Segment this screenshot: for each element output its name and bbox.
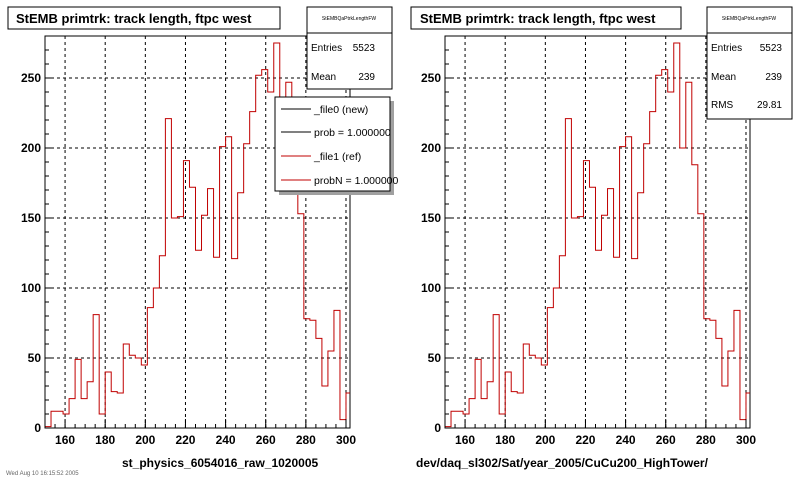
y-tick-label: 250 bbox=[421, 71, 441, 85]
y-tick-label: 50 bbox=[428, 351, 442, 365]
left-stats-mean-label: Mean bbox=[311, 72, 336, 83]
y-tick-label: 200 bbox=[421, 141, 441, 155]
x-tick-label: 180 bbox=[95, 433, 115, 447]
right-stats-rms-value: 29.81 bbox=[757, 100, 782, 111]
legend-label-new: _file0 (new) bbox=[313, 104, 368, 116]
left-x-label: st_physics_6054016_raw_1020005 bbox=[122, 456, 318, 470]
left-x-axis: 160 180 200 220 240 260 280 300 bbox=[44, 419, 356, 447]
x-tick-label: 200 bbox=[535, 433, 555, 447]
left-stats-box bbox=[306, 6, 393, 90]
left-histogram bbox=[45, 42, 350, 428]
x-tick-label: 180 bbox=[495, 433, 515, 447]
timestamp-note: Wed Aug 10 16:15:52 2005 bbox=[6, 471, 79, 477]
y-tick-label: 250 bbox=[21, 71, 41, 85]
left-y-axis: 0 50 100 150 200 250 bbox=[21, 35, 54, 435]
right-stats-mean-label: Mean bbox=[711, 72, 736, 83]
right-x-axis: 160 180 200 220 240 260 280 300 bbox=[444, 419, 756, 447]
x-tick-label: 260 bbox=[256, 433, 276, 447]
x-tick-label: 280 bbox=[296, 433, 316, 447]
left-stats-entries-value: 5523 bbox=[353, 43, 376, 54]
y-tick-label: 50 bbox=[28, 351, 42, 365]
right-stats-entries-label: Entries bbox=[711, 43, 742, 54]
left-grid bbox=[45, 36, 350, 428]
right-histogram bbox=[445, 42, 750, 428]
x-tick-label: 200 bbox=[135, 433, 155, 447]
left-stats-entries-label: Entries bbox=[311, 43, 342, 54]
right-stats-rms-label: RMS bbox=[711, 100, 734, 111]
y-tick-label: 150 bbox=[21, 211, 41, 225]
x-tick-label: 240 bbox=[616, 433, 636, 447]
right-x-label: dev/daq_sl302/Sat/year_2005/CuCu200_High… bbox=[416, 456, 709, 470]
y-tick-label: 0 bbox=[434, 421, 441, 435]
left-stats-header: StEMBQaPtrkLengthFW bbox=[322, 16, 376, 22]
y-tick-label: 0 bbox=[34, 421, 41, 435]
right-stats-entries-value: 5523 bbox=[760, 43, 783, 54]
x-tick-label: 300 bbox=[336, 433, 356, 447]
x-tick-label: 240 bbox=[216, 433, 236, 447]
legend-label-probn: probN = 1.000000 bbox=[314, 175, 399, 187]
x-tick-label: 280 bbox=[696, 433, 716, 447]
right-grid bbox=[445, 36, 750, 428]
legend-label-ref: _file1 (ref) bbox=[313, 151, 361, 163]
right-stats-header: StEMBQaPtrkLengthFW bbox=[722, 16, 776, 22]
x-tick-label: 160 bbox=[455, 433, 475, 447]
y-tick-label: 100 bbox=[21, 281, 41, 295]
y-tick-label: 100 bbox=[421, 281, 441, 295]
x-tick-label: 220 bbox=[575, 433, 595, 447]
y-tick-label: 200 bbox=[21, 141, 41, 155]
x-tick-label: 260 bbox=[656, 433, 676, 447]
right-title-box bbox=[410, 6, 682, 30]
y-tick-label: 150 bbox=[421, 211, 441, 225]
left-histogram-pad: 0 50 100 150 200 250 160 180 200 220 240 260 280 300… bbox=[6, 6, 399, 477]
histogram-line bbox=[45, 42, 350, 428]
right-stats-box bbox=[706, 6, 793, 120]
left-title-box bbox=[7, 6, 281, 30]
legend: _file0 (new) prob = 1.000000 _file1 (ref… bbox=[274, 96, 399, 195]
right-y-axis: 0 50 100 150 200 250 bbox=[421, 35, 454, 435]
right-plot-frame bbox=[444, 35, 751, 429]
left-stats-mean-value: 239 bbox=[358, 72, 375, 83]
right-title: StEMB primtrk: track length, ftpc west bbox=[420, 11, 656, 26]
legend-box bbox=[274, 96, 391, 192]
left-title: StEMB primtrk: track length, ftpc west bbox=[16, 11, 252, 26]
legend-label-prob: prob = 1.000000 bbox=[314, 127, 391, 139]
right-histogram-pad: 0 50 100 150 200 250 160 180 200 220 240 260 280 300… bbox=[410, 6, 793, 470]
x-tick-label: 300 bbox=[736, 433, 756, 447]
histogram-line bbox=[445, 42, 750, 428]
x-tick-label: 220 bbox=[175, 433, 195, 447]
x-tick-label: 160 bbox=[55, 433, 75, 447]
right-stats-mean-value: 239 bbox=[765, 72, 782, 83]
